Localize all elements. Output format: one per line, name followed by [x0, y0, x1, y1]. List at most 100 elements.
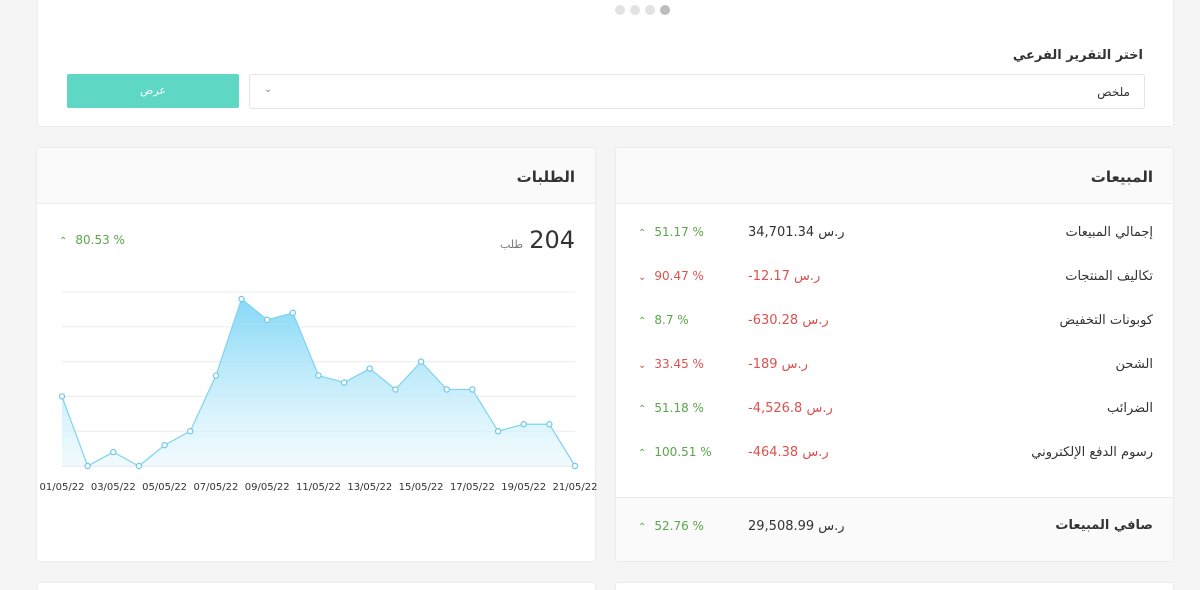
sales-row-value: 34,701.34 ر.س — [748, 225, 845, 240]
sales-row-label: الضرائب — [1106, 401, 1153, 416]
sales-row-label: إجمالي المبيعات — [1065, 225, 1153, 240]
chart-point[interactable] — [392, 386, 399, 393]
orders-title: الطلبات — [516, 168, 575, 186]
sales-row-label: رسوم الدفع الإلكتروني — [1031, 445, 1153, 460]
orders-change: ⌃ 80.53 % — [59, 233, 125, 247]
sales-card: المبيعات إجمالي المبيعات 34,701.34 ر.س ⌃ 51… — [615, 147, 1174, 562]
sales-row-label: الشحن — [1115, 357, 1153, 372]
sales-row-label: تكاليف المنتجات — [1065, 269, 1153, 284]
orders-card-header: الطلبات — [37, 148, 595, 204]
chart-tick-label: 13/05/22 — [347, 482, 392, 493]
bottom-card-left — [37, 582, 596, 590]
sales-card-header: المبيعات — [616, 148, 1173, 204]
sales-row-change: ⌃ 100.51 % — [638, 445, 712, 459]
chart-point[interactable] — [366, 365, 373, 372]
arrow-up-icon: ⌃ — [638, 316, 647, 327]
chart-point[interactable] — [315, 372, 322, 379]
carousel-dot[interactable] — [630, 5, 640, 15]
sales-row-change-text: 8.7 % — [654, 313, 689, 327]
sales-row-change: ⌄ 33.45 % — [638, 357, 704, 371]
net-sales-label: صافي المبيعات — [1055, 518, 1153, 533]
orders-count: 204 طلب — [500, 226, 575, 254]
sales-row-change-text: 51.18 % — [654, 401, 704, 415]
net-sales-change-text: 52.76 % — [654, 519, 704, 533]
chart-tick-label: 11/05/22 — [296, 482, 341, 493]
sales-row-value: -630.28 ر.س — [748, 313, 829, 328]
carousel-dot[interactable] — [615, 5, 625, 15]
carousel-dot-active[interactable] — [660, 5, 670, 15]
sub-report-select-value: ملخص — [1097, 85, 1130, 99]
arrow-down-icon: ⌄ — [638, 360, 647, 371]
arrow-up-icon: ⌃ — [59, 236, 68, 247]
sales-row: الشحن -189 ر.س ⌄ 33.45 % — [616, 355, 1173, 377]
arrow-down-icon: ⌄ — [638, 272, 647, 283]
sales-row: رسوم الدفع الإلكتروني -464.38 ر.س ⌃ 100.51 … — [616, 443, 1173, 465]
chart-tick-label: 19/05/22 — [501, 482, 546, 493]
show-button[interactable]: عرض — [67, 74, 239, 108]
chart-area — [62, 298, 575, 466]
chart-point[interactable] — [263, 316, 271, 324]
orders-card: الطلبات 204 طلب ⌃ 80.53 % 01/05/22 03/05/22… — [36, 147, 597, 562]
chart-tick-label: 09/05/22 — [245, 482, 290, 493]
chart-point[interactable] — [238, 295, 245, 303]
arrow-up-icon: ⌃ — [638, 448, 647, 459]
chart-tick-label: 15/05/22 — [399, 482, 444, 493]
sales-row: تكاليف المنتجات -12.17 ر.س ⌄ 90.47 % — [616, 267, 1173, 289]
sales-title: المبيعات — [1090, 168, 1153, 186]
sales-row-change-text: 100.51 % — [654, 445, 712, 459]
chart-point[interactable] — [58, 393, 66, 400]
orders-change-text: 80.53 % — [75, 233, 125, 247]
chart-point[interactable] — [571, 462, 579, 470]
chart-point[interactable] — [546, 421, 553, 428]
chart-point[interactable] — [212, 372, 220, 379]
sales-row-change: ⌃ 51.18 % — [638, 401, 704, 415]
chart-point[interactable] — [520, 421, 527, 428]
sales-row-label: كوبونات التخفيض — [1059, 313, 1153, 328]
orders-count-unit: طلب — [499, 238, 524, 251]
chart-point[interactable] — [443, 386, 450, 393]
chart-point[interactable] — [187, 427, 194, 435]
sub-report-label: اختر التقرير الفرعي — [1012, 48, 1143, 63]
chart-point[interactable] — [289, 309, 297, 317]
sales-row: الضرائب -4,526.8 ر.س ⌃ 51.18 % — [616, 399, 1173, 421]
sales-row-change-text: 90.47 % — [654, 269, 704, 283]
net-sales-change: ⌃ 52.76 % — [638, 519, 704, 533]
chart-tick-label: 21/05/22 — [553, 482, 597, 493]
chart-point[interactable] — [84, 462, 91, 470]
chart-tick-label: 07/05/22 — [193, 482, 238, 493]
sub-report-select[interactable]: ملخص ⌄ — [249, 74, 1145, 109]
sales-row-value: -464.38 ر.س — [748, 445, 829, 460]
chart-point[interactable] — [469, 386, 476, 393]
chart-point[interactable] — [110, 448, 117, 456]
carousel-dot[interactable] — [645, 5, 655, 15]
sales-row-change: ⌄ 90.47 % — [638, 269, 704, 283]
chart-point[interactable] — [340, 379, 348, 386]
sales-row: إجمالي المبيعات 34,701.34 ر.س ⌃ 51.17 % — [616, 223, 1173, 245]
sales-row-change: ⌃ 51.17 % — [638, 225, 704, 239]
chart-tick-label: 03/05/22 — [91, 482, 136, 493]
chart-point[interactable] — [417, 358, 425, 365]
sales-row-value: -12.17 ر.س — [748, 269, 821, 284]
net-sales-row: صافي المبيعات 29,508.99 ر.س ⌃ 52.76 % — [616, 497, 1173, 561]
sales-row-change-text: 33.45 % — [654, 357, 704, 371]
sales-row-change: ⌃ 8.7 % — [638, 313, 689, 327]
sub-report-card: اختر التقرير الفرعي ملخص ⌄ عرض — [37, 0, 1174, 127]
chart-point[interactable] — [135, 462, 143, 470]
chart-tick-label: 17/05/22 — [450, 482, 495, 493]
orders-count-number: 204 — [529, 226, 575, 254]
sales-row-change-text: 51.17 % — [654, 225, 704, 239]
chart-tick-label: 05/05/22 — [142, 482, 187, 493]
carousel-dots — [615, 5, 670, 15]
orders-chart: 01/05/22 03/05/22 05/05/22 07/05/22 09/05/22… — [40, 291, 597, 493]
sales-row-value: -4,526.8 ر.س — [748, 401, 833, 416]
arrow-up-icon: ⌃ — [638, 522, 647, 533]
bottom-card-right — [615, 582, 1174, 590]
arrow-up-icon: ⌃ — [638, 228, 647, 239]
chart-point[interactable] — [161, 441, 168, 449]
chart-tick-label: 01/05/22 — [40, 482, 85, 493]
chart-point[interactable] — [494, 427, 502, 435]
net-sales-value: 29,508.99 ر.س — [748, 519, 845, 534]
arrow-up-icon: ⌃ — [638, 404, 647, 415]
sales-row: كوبونات التخفيض -630.28 ر.س ⌃ 8.7 % — [616, 311, 1173, 333]
sales-row-value: -189 ر.س — [748, 357, 808, 372]
